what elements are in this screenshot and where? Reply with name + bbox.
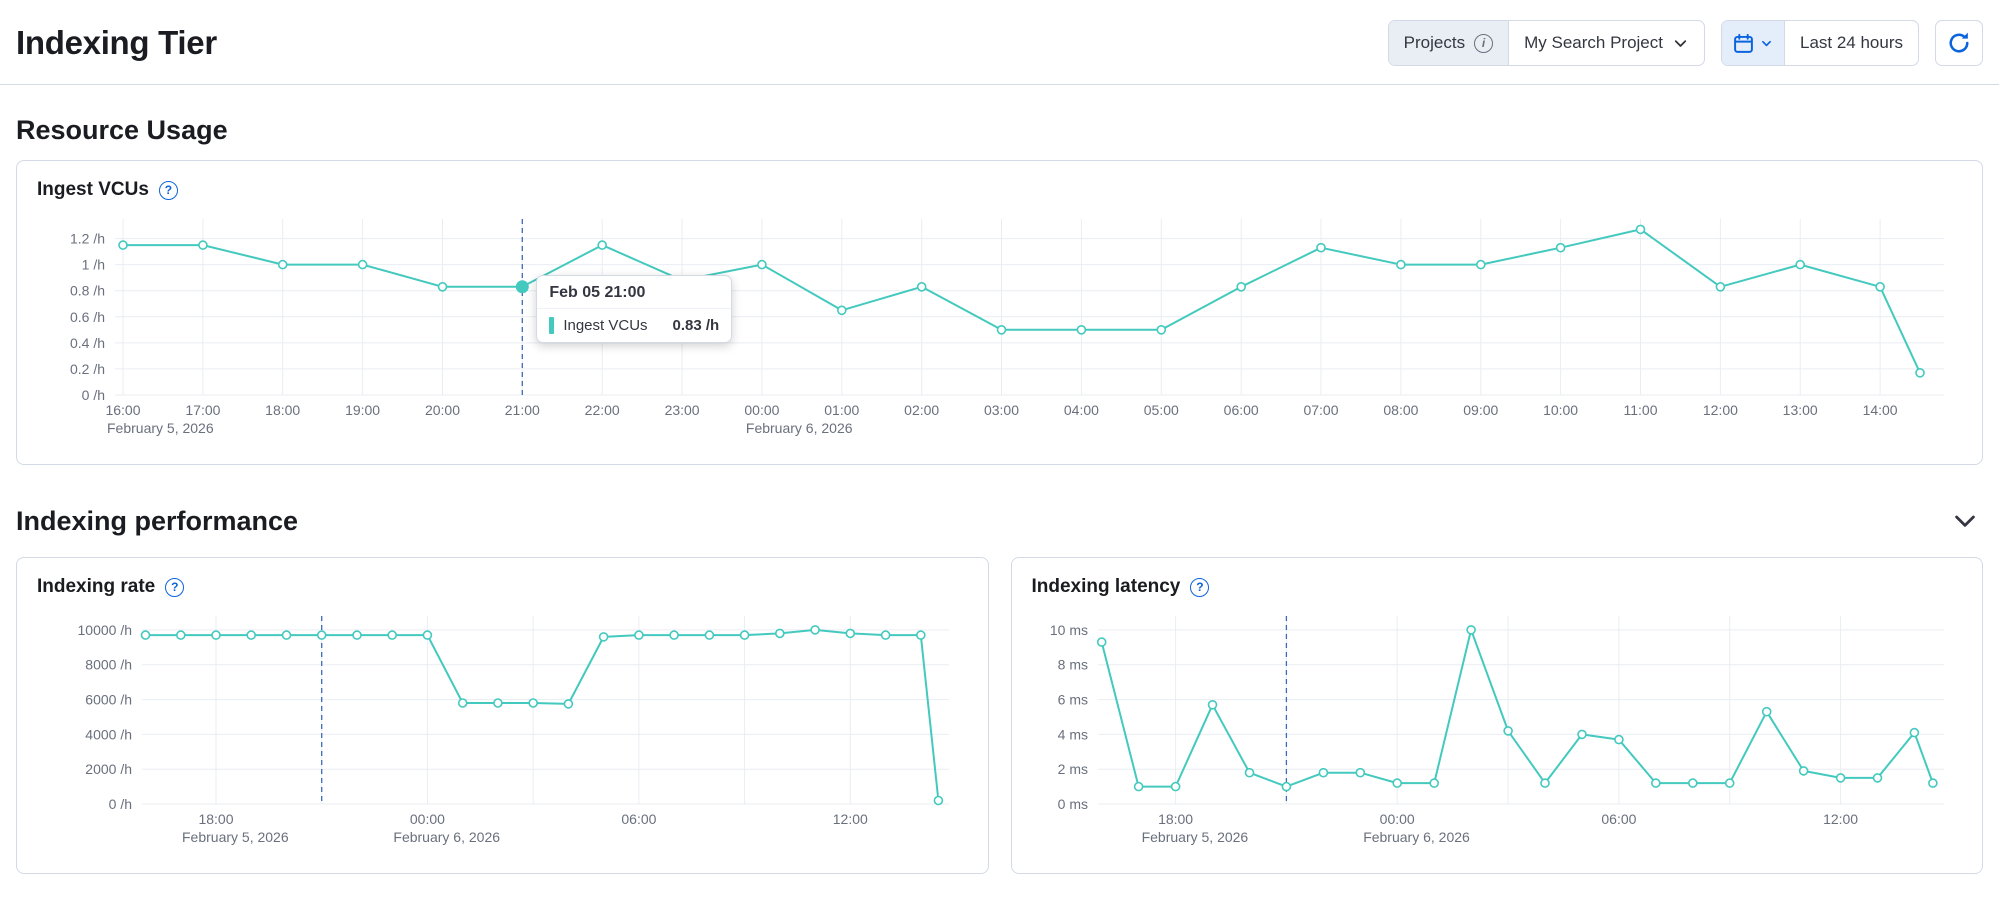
project-dropdown[interactable]: My Search Project (1509, 21, 1704, 65)
svg-text:18:00: 18:00 (1158, 811, 1193, 827)
project-selector: Projects i My Search Project (1387, 20, 1705, 66)
indexing-latency-chart[interactable]: 0 ms 2 ms 4 ms 6 ms 8 ms 10 ms 18:00 00:00 06:00… (1032, 602, 1962, 854)
svg-text:0.8 /h: 0.8 /h (70, 283, 105, 299)
svg-text:05:00: 05:00 (1144, 402, 1179, 418)
svg-text:23:00: 23:00 (665, 402, 700, 418)
svg-text:03:00: 03:00 (984, 402, 1019, 418)
svg-text:00:00: 00:00 (410, 811, 445, 827)
indexing-rate-title: Indexing rate (37, 576, 156, 597)
projects-label-segment: Projects i (1388, 21, 1510, 65)
time-range-button[interactable]: Last 24 hours (1785, 21, 1918, 65)
svg-text:4 ms: 4 ms (1057, 726, 1087, 742)
indexing-performance-heading: Indexing performance (16, 505, 299, 536)
tooltip-series-value: 0.83 /h (672, 316, 720, 334)
tooltip-timestamp: Feb 05 21:00 (537, 276, 732, 309)
svg-text:2000 /h: 2000 /h (85, 761, 132, 777)
selected-project-label: My Search Project (1524, 33, 1663, 52)
svg-text:06:00: 06:00 (1224, 402, 1259, 418)
svg-text:06:00: 06:00 (1601, 811, 1636, 827)
svg-text:12:00: 12:00 (1823, 811, 1858, 827)
svg-text:13:00: 13:00 (1783, 402, 1818, 418)
svg-text:8 ms: 8 ms (1057, 657, 1087, 673)
svg-text:0.6 /h: 0.6 /h (70, 309, 105, 325)
svg-text:20:00: 20:00 (425, 402, 460, 418)
ingest-vcus-chart[interactable]: 0 /h 0.2 /h 0.4 /h 0.6 /h 0.8 /h 1 /h 1.2 /h 16… (37, 205, 1962, 445)
svg-text:22:00: 22:00 (585, 402, 620, 418)
indexing-latency-chart-area: 0 ms 2 ms 4 ms 6 ms 8 ms 10 ms 18:00 00:00 06:00… (1032, 602, 1963, 859)
svg-text:00:00: 00:00 (744, 402, 779, 418)
info-icon[interactable]: i (1474, 33, 1494, 53)
svg-text:February 6, 2026: February 6, 2026 (1363, 829, 1470, 845)
svg-text:06:00: 06:00 (621, 811, 656, 827)
chevron-down-icon (1955, 515, 1975, 527)
header-controls: Projects i My Search Project (1387, 20, 1983, 66)
svg-text:0.4 /h: 0.4 /h (70, 335, 105, 351)
ingest-vcus-panel: Ingest VCUs ? 0 /h 0.2 /h 0.4 /h 0.6 /h 0.8 … (16, 160, 1983, 465)
time-range-label: Last 24 hours (1799, 33, 1903, 52)
svg-text:2 ms: 2 ms (1057, 761, 1087, 777)
quick-select-button[interactable] (1721, 21, 1785, 65)
svg-text:09:00: 09:00 (1463, 402, 1498, 418)
svg-text:0 /h: 0 /h (109, 796, 132, 812)
svg-text:February 6, 2026: February 6, 2026 (393, 829, 500, 845)
collapse-section-button[interactable] (1947, 503, 1983, 539)
help-icon[interactable]: ? (158, 180, 178, 200)
svg-text:February 5, 2026: February 5, 2026 (107, 420, 214, 436)
resource-usage-heading: Resource Usage (16, 115, 228, 145)
ingest-vcus-title: Ingest VCUs (37, 179, 149, 200)
chart-tooltip: Feb 05 21:00 Ingest VCUs 0.83 /h (536, 274, 733, 343)
svg-text:00:00: 00:00 (1379, 811, 1414, 827)
svg-text:18:00: 18:00 (198, 811, 233, 827)
series-color-swatch (549, 316, 555, 334)
svg-text:February 5, 2026: February 5, 2026 (1141, 829, 1248, 845)
svg-text:12:00: 12:00 (1703, 402, 1738, 418)
svg-text:February 6, 2026: February 6, 2026 (746, 420, 853, 436)
svg-text:04:00: 04:00 (1064, 402, 1099, 418)
refresh-button[interactable] (1935, 20, 1983, 66)
chevron-down-icon (1674, 39, 1687, 47)
chevron-down-icon (1762, 40, 1771, 46)
page-header: Indexing Tier Projects i My Search Proje… (0, 0, 1999, 85)
svg-text:01:00: 01:00 (824, 402, 859, 418)
svg-text:8000 /h: 8000 /h (85, 657, 132, 673)
svg-text:1.2 /h: 1.2 /h (70, 231, 105, 247)
svg-text:February 5, 2026: February 5, 2026 (182, 829, 289, 845)
svg-text:1 /h: 1 /h (82, 257, 105, 273)
indexing-latency-title: Indexing latency (1031, 576, 1181, 597)
time-range-picker: Last 24 hours (1720, 20, 1919, 66)
svg-text:02:00: 02:00 (904, 402, 939, 418)
svg-text:11:00: 11:00 (1624, 402, 1658, 418)
page-title: Indexing Tier (16, 24, 217, 61)
svg-text:4000 /h: 4000 /h (85, 726, 132, 742)
svg-text:14:00: 14:00 (1863, 402, 1898, 418)
indexing-rate-chart[interactable]: 0 /h 2000 /h 4000 /h 6000 /h 8000 /h 10000 /h… (37, 602, 967, 854)
tooltip-series-label: Ingest VCUs (563, 316, 648, 334)
indexing-latency-panel: Indexing latency ? 0 ms 2 ms 4 ms 6 ms 8 ms 1… (1010, 557, 1983, 874)
svg-text:10 ms: 10 ms (1049, 622, 1087, 638)
svg-text:0 ms: 0 ms (1057, 796, 1087, 812)
svg-text:0 /h: 0 /h (82, 387, 105, 403)
svg-text:16:00: 16:00 (105, 402, 140, 418)
svg-text:10000 /h: 10000 /h (78, 622, 133, 638)
svg-text:21:00: 21:00 (505, 402, 540, 418)
calendar-icon (1734, 33, 1753, 53)
svg-text:0.2 /h: 0.2 /h (70, 361, 105, 377)
svg-text:12:00: 12:00 (833, 811, 868, 827)
svg-text:18:00: 18:00 (265, 402, 300, 418)
svg-text:07:00: 07:00 (1303, 402, 1338, 418)
svg-text:6 ms: 6 ms (1057, 692, 1087, 708)
ingest-vcus-chart-area: 0 /h 0.2 /h 0.4 /h 0.6 /h 0.8 /h 1 /h 1.2 /h 16… (37, 205, 1962, 450)
svg-text:10:00: 10:00 (1543, 402, 1578, 418)
help-icon[interactable]: ? (1190, 577, 1210, 597)
svg-text:19:00: 19:00 (345, 402, 380, 418)
svg-text:08:00: 08:00 (1383, 402, 1418, 418)
projects-label: Projects (1403, 33, 1466, 52)
indexing-rate-panel: Indexing rate ? 0 /h 2000 /h 4000 /h 6000 /… (16, 557, 989, 874)
svg-text:6000 /h: 6000 /h (85, 692, 132, 708)
help-icon[interactable]: ? (165, 577, 185, 597)
svg-text:17:00: 17:00 (185, 402, 220, 418)
refresh-icon (1949, 32, 1969, 53)
indexing-rate-chart-area: 0 /h 2000 /h 4000 /h 6000 /h 8000 /h 10000 /h… (37, 602, 968, 859)
